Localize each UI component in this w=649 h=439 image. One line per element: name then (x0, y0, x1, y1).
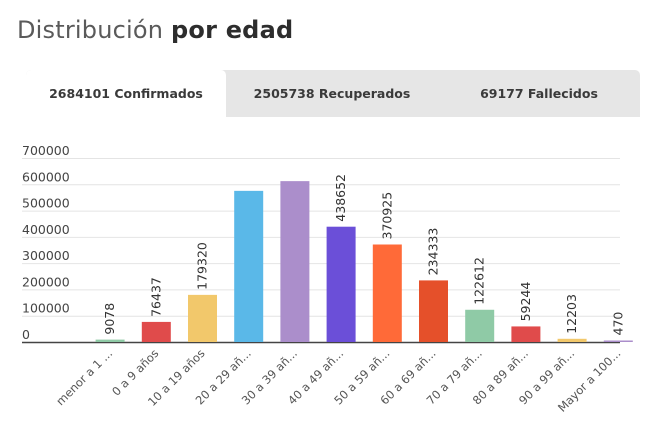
y-tick-label: 400000 (22, 222, 70, 237)
y-tick-label: 500000 (22, 196, 70, 211)
data-label: 234333 (426, 228, 441, 276)
y-tick-label: 300000 (22, 248, 70, 263)
tab-bar: 2684101 Confirmados 2505738 Recuperados … (26, 70, 640, 117)
title-light: Distribución (17, 16, 164, 44)
data-label: 122612 (472, 257, 487, 305)
data-label: 179320 (195, 242, 210, 290)
bar (141, 321, 171, 342)
section-title: Distribución por edad (17, 16, 293, 44)
bar (465, 309, 495, 342)
bar (511, 326, 541, 342)
data-label: 470 (610, 312, 625, 336)
bar (419, 280, 448, 342)
x-tick-label: menor a 1 ... (53, 346, 115, 408)
y-tick-label: 600000 (22, 169, 70, 184)
bar (557, 338, 587, 342)
bar (372, 244, 402, 342)
data-label: 12203 (564, 294, 579, 334)
title-bold: por edad (171, 16, 294, 44)
bar (326, 226, 356, 342)
y-tick-label: 100000 (22, 301, 70, 316)
data-label: 438652 (333, 174, 348, 222)
tab-confirmados[interactable]: 2684101 Confirmados (26, 70, 226, 117)
data-label: 9078 (102, 303, 117, 335)
data-label: 76437 (148, 277, 163, 317)
data-label: 59244 (518, 282, 533, 322)
y-tick-label: 200000 (22, 274, 70, 289)
bar (188, 294, 217, 342)
bar (603, 340, 633, 342)
y-tick-label: 700000 (22, 143, 70, 158)
data-label: 370925 (379, 192, 394, 240)
y-tick-label: 0 (22, 327, 30, 342)
bar (95, 339, 125, 342)
tab-recuperados[interactable]: 2505738 Recuperados (253, 86, 411, 101)
bar (280, 181, 310, 342)
bar (234, 190, 264, 342)
tab-fallecidos[interactable]: 69177 Fallecidos (480, 86, 598, 101)
